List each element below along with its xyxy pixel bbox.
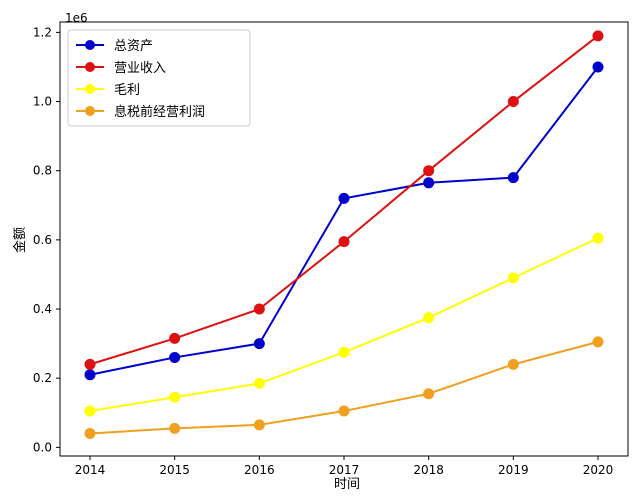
series-3-point <box>169 422 181 434</box>
series-2-point <box>169 391 181 403</box>
x-tick-label: 2015 <box>159 463 190 477</box>
x-tick-label: 2016 <box>244 463 275 477</box>
legend-swatch-marker <box>85 106 95 116</box>
series-2-point <box>507 272 519 284</box>
x-tick-label: 2014 <box>75 463 106 477</box>
y-tick-label: 1.0 <box>33 95 52 109</box>
series-3-point <box>84 428 96 440</box>
series-1-point <box>253 303 265 315</box>
series-1-point <box>507 96 519 108</box>
y-tick-label: 0.0 <box>33 440 52 454</box>
y-tick-label: 0.4 <box>33 302 52 316</box>
x-axis-label: 时间 <box>334 477 360 492</box>
series-1-point <box>423 165 435 177</box>
legend-entry-label: 营业收入 <box>114 61 166 76</box>
y-tick-label: 1.2 <box>33 25 52 39</box>
x-tick-label: 2018 <box>413 463 444 477</box>
series-0-point <box>84 369 96 381</box>
series-3-point <box>507 358 519 370</box>
plot-area: 0.0 0.2 0.4 0.6 0.8 1.0 1.2 2014 2015 2016 2017 201… <box>33 21 629 477</box>
series-0-point <box>169 351 181 363</box>
series-2-line <box>89 237 599 413</box>
y-tick-label: 0.2 <box>33 371 52 385</box>
series-1-point <box>338 236 350 248</box>
legend-entry-label: 息税前经营利润 <box>114 104 205 120</box>
legend-swatch-marker <box>85 40 95 50</box>
series-2-point <box>84 405 96 417</box>
legend-entry-label: 总资产 <box>114 39 153 54</box>
series-0-point <box>507 172 519 184</box>
series-0-point <box>253 338 265 350</box>
series-1-point <box>592 30 604 42</box>
legend-swatch-marker <box>85 84 95 94</box>
series-0-point <box>423 177 435 189</box>
x-tick-label: 2019 <box>498 463 529 477</box>
series-3-point <box>592 336 604 348</box>
y-axis-label: 金额 <box>12 227 28 253</box>
x-tick-label: 2017 <box>329 463 360 477</box>
series-2-point <box>253 377 265 389</box>
series-2-point <box>338 346 350 358</box>
series-2-point <box>423 312 435 324</box>
series-0-point <box>338 192 350 204</box>
y-tick-label: 0.8 <box>33 164 52 178</box>
series-3-point <box>423 388 435 400</box>
x-tick-label: 2020 <box>583 463 614 477</box>
series-1-point <box>84 358 96 370</box>
y-offset-label: 1e6 <box>65 11 88 25</box>
legend-box <box>67 29 251 127</box>
legend-entry-label: 毛利 <box>114 83 140 98</box>
series-2-point <box>592 232 604 244</box>
legend-swatch-marker <box>85 62 95 72</box>
series-3-point <box>338 405 350 417</box>
series-3-point <box>253 419 265 431</box>
series-1-point <box>169 332 181 344</box>
series-0-point <box>592 61 604 73</box>
y-tick-label: 0.6 <box>33 233 52 247</box>
